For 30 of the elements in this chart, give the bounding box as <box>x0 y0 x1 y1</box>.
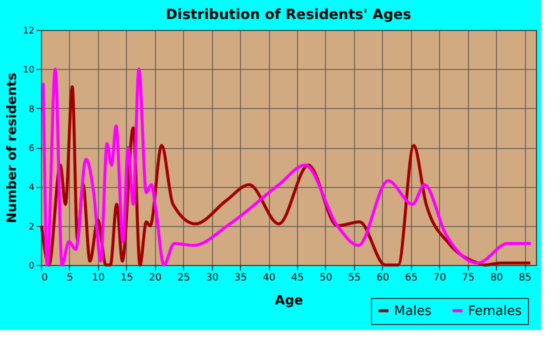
y-tick-label: 6 <box>28 144 35 154</box>
x-tick-label: 15 <box>120 272 134 284</box>
x-tick-label: 80 <box>490 272 504 284</box>
y-tick-label: 10 <box>23 66 35 76</box>
x-tick-label: 30 <box>206 272 219 284</box>
x-tick-label: 0 <box>42 272 48 284</box>
x-tick-label: 20 <box>148 272 162 284</box>
x-tick-label: 10 <box>92 272 105 284</box>
y-axis-title: Number of residents <box>5 72 20 224</box>
x-tick-label: 75 <box>462 272 475 284</box>
x-tick-label: 25 <box>177 272 190 284</box>
y-tick-label: 0 <box>28 262 35 272</box>
x-axis-title: Age <box>274 294 304 308</box>
legend-label: Males <box>394 304 432 319</box>
y-tick-label: 12 <box>23 26 34 36</box>
x-tick-label: 45 <box>291 272 304 284</box>
x-tick-label: 85 <box>518 272 532 284</box>
y-tick-label: 8 <box>28 104 35 115</box>
x-tick-label: 65 <box>404 272 418 284</box>
y-tick-label: 4 <box>28 183 35 194</box>
chart-title: Distribution of Residents' Ages <box>166 7 412 23</box>
x-tick-label: 55 <box>348 272 361 284</box>
x-tick-label: 35 <box>234 272 248 284</box>
x-tick-label: 40 <box>262 272 276 284</box>
x-tick-label: 60 <box>376 272 390 284</box>
x-tick-label: 5 <box>66 272 74 284</box>
legend-label: Females <box>468 304 522 319</box>
x-tick-label: 50 <box>320 272 332 284</box>
x-tick-label: 70 <box>433 272 446 284</box>
y-tick-label: 2 <box>28 222 34 232</box>
